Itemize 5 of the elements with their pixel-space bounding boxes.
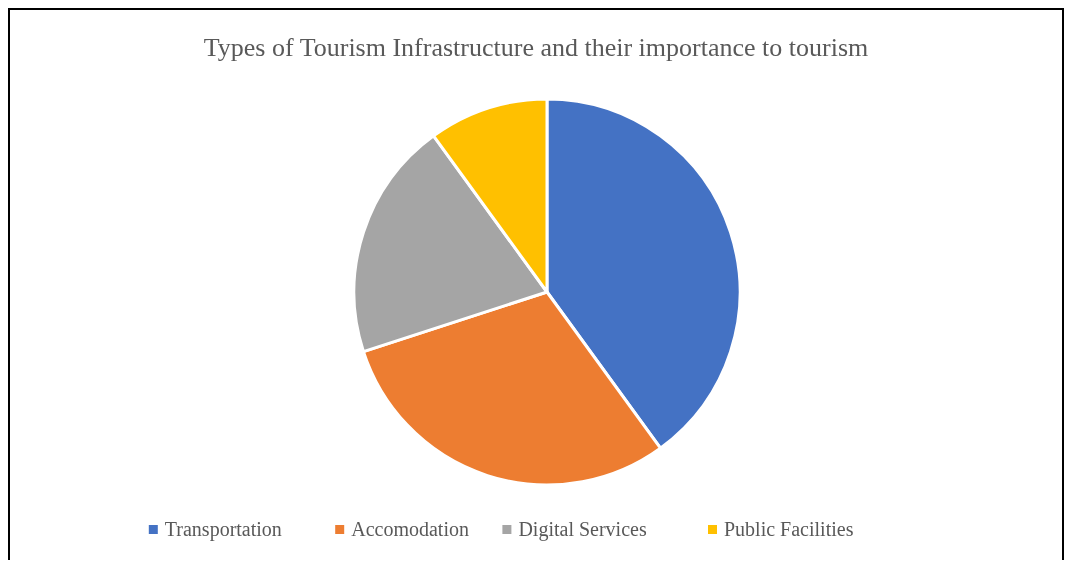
chart-title: Types of Tourism Infrastructure and their importance to tourism xyxy=(203,33,869,62)
legend-label: Accomodation xyxy=(351,518,469,540)
legend-label: Public Facilities xyxy=(724,518,854,540)
legend-label: Digital Services xyxy=(518,518,647,541)
legend-label: Transportation xyxy=(164,518,282,541)
